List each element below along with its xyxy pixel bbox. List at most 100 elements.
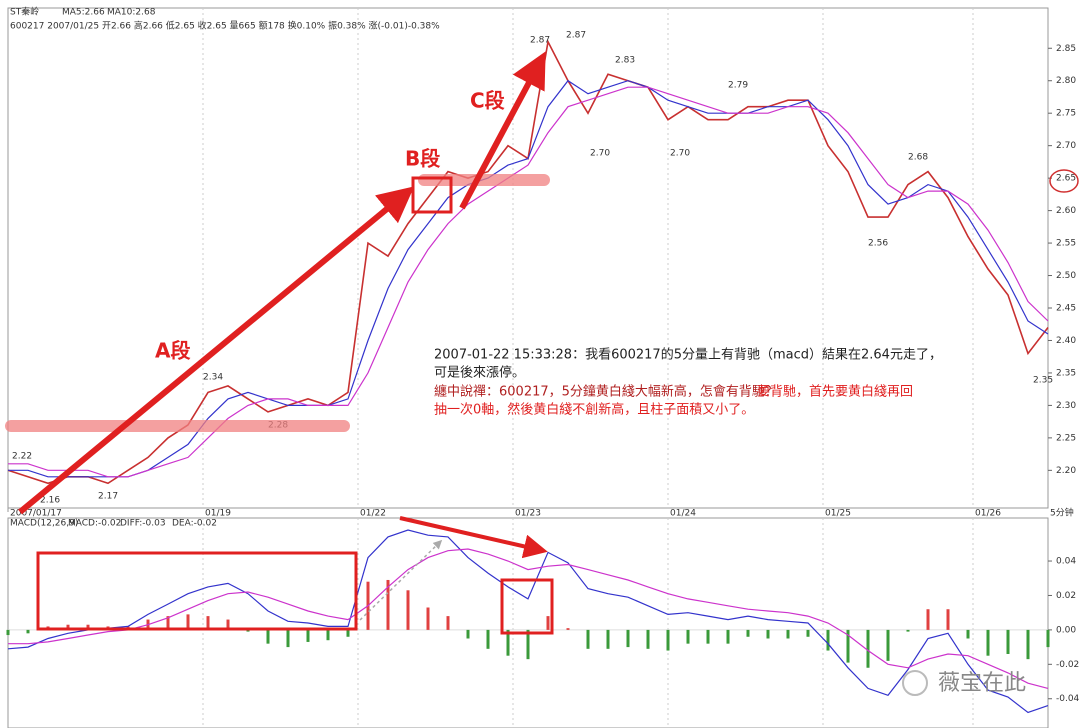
macd-bar — [806, 629, 810, 637]
macd-bar — [186, 614, 190, 630]
x-tick-label: 01/19 — [205, 509, 231, 519]
macd-bar — [6, 629, 10, 636]
arrow-c — [459, 51, 546, 210]
legend-entry: DIFF:-0.03 — [120, 519, 166, 529]
macd-bar — [866, 629, 870, 668]
macd-bar — [546, 616, 550, 630]
chart-title: MACD(12,26,9) — [10, 519, 78, 529]
macd-bar — [466, 629, 470, 639]
macd-bar — [166, 616, 170, 630]
macd-bar — [406, 590, 410, 630]
y-tick-label: 2.60 — [1056, 206, 1076, 216]
macd-bar — [606, 629, 610, 649]
x-unit-label: 5分钟 — [1050, 507, 1074, 519]
price-label: 2.70 — [590, 149, 610, 159]
y-tick-label: 2.20 — [1056, 466, 1076, 476]
legend-entry: DEA:-0.02 — [172, 519, 217, 529]
macd-frame — [7, 517, 1049, 728]
chart-title: ST秦岭 — [10, 6, 39, 18]
x-tick-label: 2007/01/17 — [10, 509, 62, 519]
price-label: 2.87 — [530, 36, 550, 46]
segment-label: C段 — [470, 89, 505, 113]
macd-bar — [926, 609, 930, 630]
price-label: 2.16 — [40, 496, 60, 506]
annotation-layer — [5, 51, 1079, 696]
macd-bar — [426, 607, 430, 630]
segment-label: A段 — [155, 339, 190, 363]
highlight-box — [411, 176, 453, 214]
macd-bar — [386, 579, 390, 630]
y-tick-label: 2.80 — [1056, 76, 1076, 86]
y-tick-label: 2.65 — [1056, 174, 1076, 184]
segment-label: B段 — [405, 147, 440, 171]
price-label: 2.70 — [670, 149, 690, 159]
arrow-a — [18, 186, 415, 515]
price-label: 2.35 — [1033, 376, 1053, 386]
price-label: 2.68 — [908, 153, 928, 163]
y-tick-label: 2.35 — [1056, 368, 1076, 378]
macd-bar — [726, 629, 730, 644]
y-tick-label: -0.02 — [1056, 660, 1079, 670]
y-tick-label: 2.85 — [1056, 44, 1076, 54]
macd-bar — [206, 616, 210, 630]
macd-bar — [906, 629, 910, 632]
macd-bar — [86, 624, 90, 630]
legend-entry: MACD:-0.02 — [68, 519, 121, 529]
legend-entry: MA10:2.68 — [107, 8, 156, 18]
price-label: 2.34 — [203, 373, 223, 383]
macd-bar — [246, 629, 250, 632]
commentary: 可是後來漲停。 — [434, 365, 525, 381]
macd-bar — [826, 629, 830, 651]
arrow-macd — [399, 516, 548, 559]
highlight-circle — [1049, 169, 1079, 193]
macd-bar — [266, 629, 270, 644]
macd-bar — [626, 629, 630, 648]
commentary-red: 纏中說禪：600217，5分鐘黄白綫大幅新高，怎會有背馳？ — [434, 384, 778, 400]
commentary-red: 抽一次0軸，然後黄白綫不創新高，且柱子面積又小了。 — [434, 402, 754, 418]
x-tick-label: 01/26 — [975, 509, 1001, 519]
indicator-line — [8, 79, 1049, 478]
chart-subtitle: 600217 2007/01/25 开2.66 高2.66 低2.65 收2.6… — [10, 20, 440, 32]
price-label: 2.22 — [12, 452, 32, 462]
macd-bar — [506, 629, 510, 656]
y-tick-label: 2.45 — [1056, 304, 1076, 314]
support-band — [5, 420, 350, 432]
y-tick-label: 2.40 — [1056, 336, 1076, 346]
macd-bar — [846, 629, 850, 663]
macd-bar — [986, 629, 990, 656]
macd-bar — [746, 629, 750, 637]
macd-bar — [306, 629, 310, 642]
x-tick-label: 01/25 — [825, 509, 851, 519]
x-tick-label: 01/22 — [360, 509, 386, 519]
macd-bar — [226, 619, 230, 630]
macd-bar — [686, 629, 690, 644]
price-label: 2.87 — [566, 31, 586, 41]
macd-bar — [706, 629, 710, 644]
macd-bar — [946, 609, 950, 630]
macd-bar — [586, 629, 590, 649]
price-label: 2.56 — [868, 239, 888, 249]
y-tick-label: 2.50 — [1056, 271, 1076, 281]
dotted-arrow — [359, 539, 443, 621]
commentary-red: 要背馳，首先要黄白綫再回 — [757, 384, 913, 400]
macd-bar — [646, 629, 650, 649]
macd-bar — [766, 629, 770, 639]
y-tick-label: 0.02 — [1056, 591, 1076, 601]
indicator-line — [8, 86, 1049, 478]
macd-bar — [286, 629, 290, 648]
y-tick-label: -0.04 — [1056, 694, 1080, 704]
legend-entry: MA5:2.66 — [62, 8, 105, 18]
y-tick-label: 0.00 — [1056, 625, 1076, 635]
macd-bar — [786, 629, 790, 639]
price-frame — [7, 7, 1049, 509]
macd-bar — [326, 629, 330, 641]
macd-bar — [526, 629, 530, 660]
highlight-box — [500, 578, 554, 635]
support-band — [418, 174, 550, 186]
macd-bar — [26, 629, 30, 634]
price-label: 2.17 — [98, 492, 118, 502]
macd-bar — [886, 629, 890, 661]
macd-bar — [666, 629, 670, 651]
macd-bar — [346, 629, 350, 637]
